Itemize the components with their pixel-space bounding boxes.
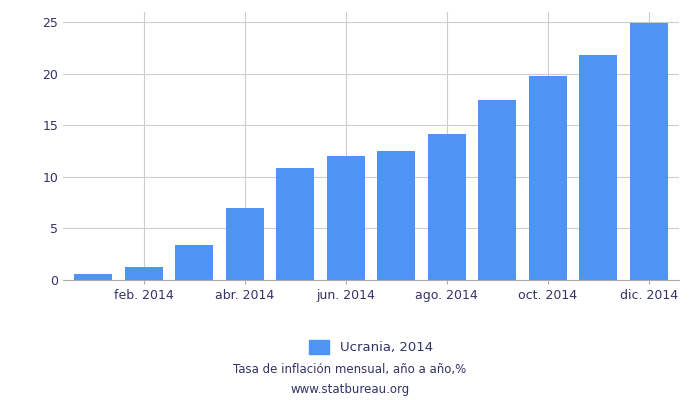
Text: Tasa de inflación mensual, año a año,%: Tasa de inflación mensual, año a año,% <box>233 364 467 376</box>
Bar <box>276 168 314 280</box>
Bar <box>327 156 365 280</box>
Bar <box>377 151 415 280</box>
Bar <box>580 55 617 280</box>
Bar <box>226 208 264 280</box>
Bar <box>428 134 466 280</box>
Bar <box>478 100 516 280</box>
Bar <box>74 274 112 280</box>
Bar <box>175 245 214 280</box>
Bar <box>528 76 567 280</box>
Bar <box>125 266 162 280</box>
Text: www.statbureau.org: www.statbureau.org <box>290 384 410 396</box>
Bar <box>630 23 668 280</box>
Legend: Ucrania, 2014: Ucrania, 2014 <box>304 335 438 360</box>
